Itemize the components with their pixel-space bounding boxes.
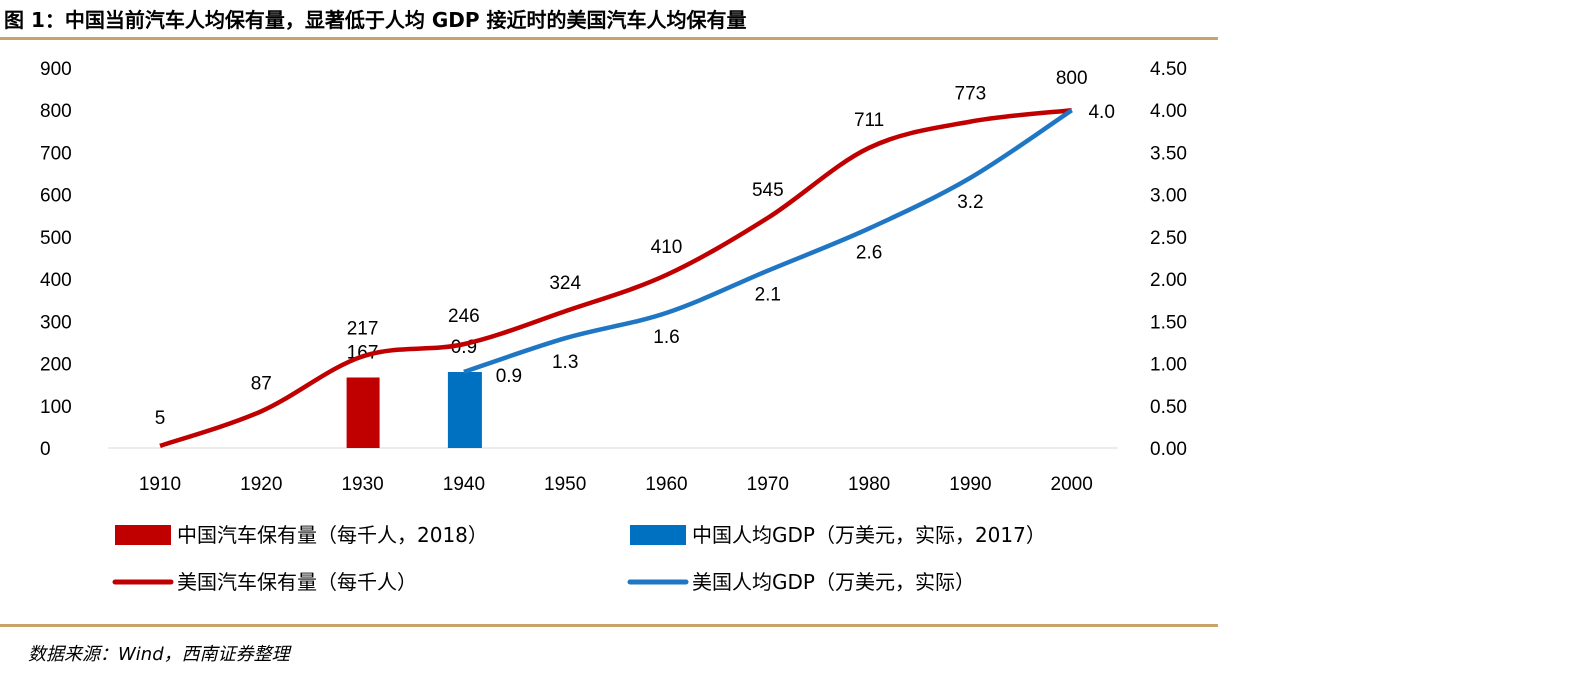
y-left-tick: 200 — [40, 355, 72, 376]
data-label: 545 — [752, 180, 784, 201]
source-note: 数据来源：Wind，西南证券整理 — [28, 644, 290, 665]
data-label: 711 — [854, 110, 884, 131]
y-right-tick: 0.50 — [1150, 397, 1187, 418]
y-right-tick: 2.50 — [1150, 228, 1187, 249]
data-label: 2.1 — [755, 285, 781, 306]
x-tick: 1970 — [747, 474, 789, 495]
figure-title: 图 1：中国当前汽车人均保有量，显著低于人均 GDP 接近时的美国汽车人均保有量 — [4, 8, 747, 32]
line-us-cars — [159, 107, 1072, 449]
data-label: 3.2 — [957, 192, 983, 213]
y-left-tick: 100 — [40, 397, 72, 418]
y-right-tick: 1.50 — [1150, 312, 1187, 333]
data-label: 773 — [955, 84, 987, 105]
y-left-tick: 600 — [40, 186, 72, 207]
data-label: 410 — [651, 237, 683, 258]
data-label: 5 — [155, 408, 166, 429]
top-rule — [0, 37, 1218, 40]
x-tick: 1990 — [949, 474, 991, 495]
data-label: 2.6 — [856, 242, 882, 263]
legend-label: 美国汽车保有量（每千人） — [177, 570, 417, 594]
line-us-gdp — [463, 108, 1073, 375]
legend-swatch — [630, 525, 686, 545]
y-left-tick: 800 — [40, 101, 72, 122]
y-left-tick: 500 — [40, 228, 72, 249]
y-right-tick: 3.00 — [1150, 186, 1187, 207]
y-right-tick: 4.00 — [1150, 101, 1187, 122]
y-left-tick: 700 — [40, 143, 72, 164]
legend-swatch — [115, 525, 171, 545]
y-right-tick: 0.00 — [1150, 439, 1187, 460]
x-tick: 1980 — [848, 474, 890, 495]
bottom-rule — [0, 624, 1218, 627]
data-label: 1.6 — [653, 327, 679, 348]
x-tick: 1910 — [139, 474, 181, 495]
data-label: 800 — [1056, 68, 1088, 89]
y-right-tick: 1.00 — [1150, 355, 1187, 376]
x-tick: 1920 — [240, 474, 282, 495]
data-label: 1.3 — [552, 352, 578, 373]
y-right-tick: 2.00 — [1150, 270, 1187, 291]
legend-label: 中国人均GDP（万美元，实际，2017） — [692, 523, 1046, 547]
x-tick: 1950 — [544, 474, 586, 495]
x-tick: 1960 — [645, 474, 687, 495]
data-label: 217 — [347, 318, 379, 339]
data-label: 324 — [549, 273, 581, 294]
bar-china-gdp — [447, 372, 482, 448]
x-tick: 2000 — [1051, 474, 1093, 495]
data-label: 0.9 — [496, 366, 522, 387]
y-right-tick: 3.50 — [1150, 143, 1187, 164]
x-tick: 1940 — [443, 474, 485, 495]
y-right-tick: 4.50 — [1150, 59, 1187, 80]
y-left-tick: 0 — [40, 439, 51, 460]
y-left-tick: 900 — [40, 59, 72, 80]
data-label: 246 — [448, 306, 480, 327]
y-left-tick: 400 — [40, 270, 72, 291]
legend-label: 中国汽车保有量（每千人，2018） — [177, 523, 488, 547]
data-label: 87 — [251, 373, 272, 394]
y-left-tick: 300 — [40, 312, 72, 333]
data-label: 4.0 — [1088, 102, 1114, 123]
x-tick: 1930 — [341, 474, 383, 495]
bar-china-cars — [346, 377, 380, 448]
legend-label: 美国人均GDP（万美元，实际） — [692, 570, 975, 594]
